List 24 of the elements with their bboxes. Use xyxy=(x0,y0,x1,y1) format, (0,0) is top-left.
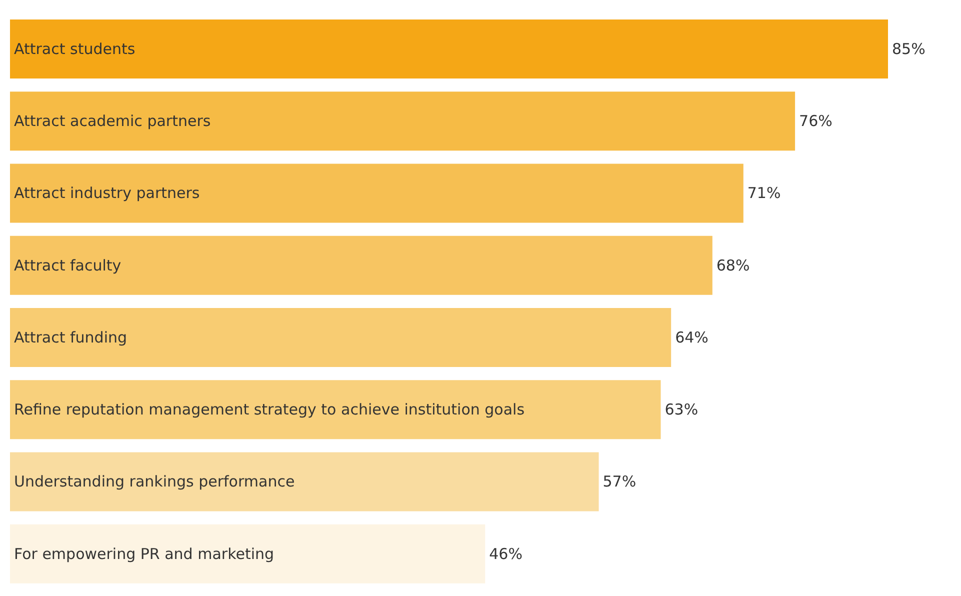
y-tick-label: Attract funding xyxy=(14,328,128,346)
bar xyxy=(10,236,712,295)
y-tick-label: Attract academic partners xyxy=(14,112,211,130)
y-tick-label: Attract students xyxy=(14,40,136,58)
data-label: 68% xyxy=(716,256,750,274)
bar xyxy=(10,452,599,512)
bar xyxy=(10,164,744,223)
bar xyxy=(10,308,672,367)
data-label: 64% xyxy=(675,328,708,346)
bar xyxy=(10,524,486,584)
y-tick-label: Attract industry partners xyxy=(14,184,200,202)
data-label: 46% xyxy=(489,544,522,563)
y-tick-label: Refine reputation management strategy to achieve institution goals xyxy=(14,400,525,419)
data-label: 63% xyxy=(664,400,698,419)
y-tick-label: For empowering PR and marketing xyxy=(14,544,274,563)
bar xyxy=(10,92,796,151)
bar xyxy=(10,380,661,440)
bar xyxy=(10,19,888,78)
y-tick-label: Attract faculty xyxy=(14,256,122,274)
y-tick-label: Understanding rankings performance xyxy=(14,472,295,491)
data-label: 71% xyxy=(747,184,781,202)
data-label: 76% xyxy=(799,112,832,130)
data-label: 57% xyxy=(602,472,636,491)
data-label: 85% xyxy=(892,40,926,58)
